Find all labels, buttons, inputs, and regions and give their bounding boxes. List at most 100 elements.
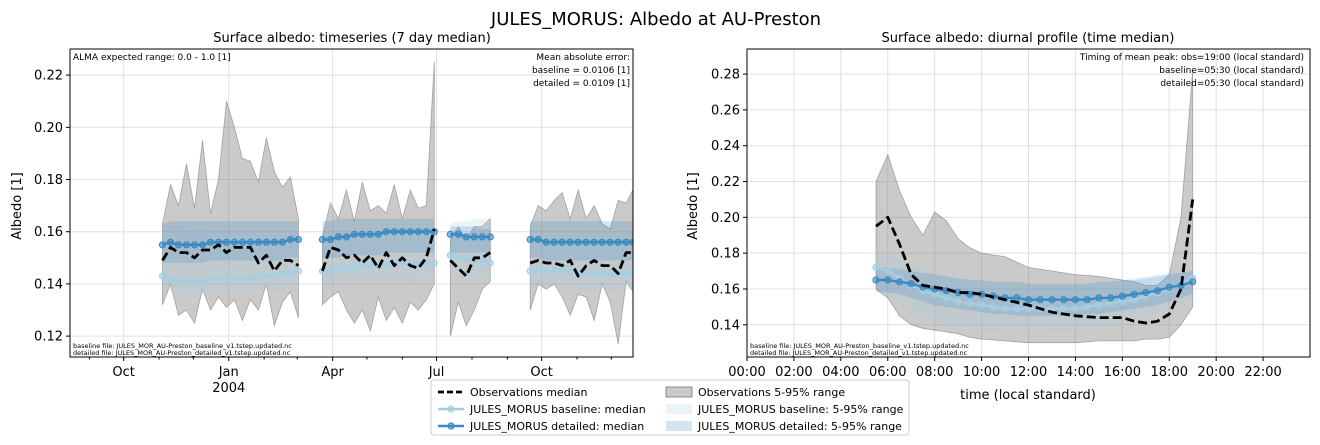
legend-frame xyxy=(430,379,910,436)
ts-baseline-median-0-point-17 xyxy=(294,267,302,275)
ts-series-layer xyxy=(158,62,633,344)
diurnal-peak-detailed: detailed=05:30 (local standard) xyxy=(1160,79,1304,89)
ts-baseline-median-2-point-1 xyxy=(454,254,462,262)
ts-baseline-median-0-point-11 xyxy=(246,275,254,283)
ts-detailed-median-0-point-16 xyxy=(286,235,294,244)
ts-obs-range-3 xyxy=(529,188,633,344)
di-xtick-label-4: 08:00 xyxy=(916,365,953,380)
legend-label-1: JULES_MORUS baseline: median xyxy=(469,403,646,416)
ts-baseline-median-1-point-6 xyxy=(366,262,374,270)
ts-detailed-median-2-point-4 xyxy=(478,233,486,241)
di-baseline-median-0-point-9 xyxy=(977,301,986,309)
di-baseline-median-0-point-12 xyxy=(1013,305,1021,313)
ts-detailed-median-1-point-4 xyxy=(350,230,358,238)
di-detailed-median-0-point-25 xyxy=(1165,283,1173,291)
di-detailed-median-0-point-21 xyxy=(1118,292,1126,300)
ts-baseline-median-0-point-13 xyxy=(262,272,270,280)
ts-detailed-median-3-point-5 xyxy=(566,238,574,246)
ts-baseline-median-1-point-3 xyxy=(342,264,350,272)
ts-baseline-median-1-point-14 xyxy=(430,259,438,267)
di-detailed-median-0-point-23 xyxy=(1142,288,1150,297)
di-baseline-median-0-point-1 xyxy=(884,267,892,275)
legend-marker-1 xyxy=(447,405,455,413)
ts-obs-median-2 xyxy=(449,251,492,278)
timeseries-baseline-file: baseline file: JULES_MOR_AU-Preston_base… xyxy=(73,342,292,350)
di-detailed-median-0-point-3 xyxy=(907,280,915,288)
ts-baseline-range-1 xyxy=(322,229,435,287)
ts-detailed-median-1-point-11 xyxy=(406,228,414,236)
di-detailed-median-0-point-19 xyxy=(1095,294,1103,302)
di-detailed-median-0-point-20 xyxy=(1106,294,1115,302)
di-xtick-label-6: 12:00 xyxy=(1010,365,1047,380)
ts-baseline-median-0-point-1 xyxy=(166,275,175,283)
ts-obs-range-1 xyxy=(322,62,435,333)
ts-baseline-median-0-point-15 xyxy=(278,269,286,278)
ts-detailed-range-3 xyxy=(530,221,633,261)
ts-baseline-range-3 xyxy=(530,236,633,290)
ts-obs-median-0 xyxy=(161,243,300,273)
diurnal-ylabel: Albedo [1] xyxy=(686,172,701,240)
di-detailed-median-0-point-16 xyxy=(1060,296,1068,304)
ts-detailed-median-1-point-9 xyxy=(390,228,398,236)
ts-baseline-median-0-point-0 xyxy=(158,272,167,280)
ts-detailed-range-1 xyxy=(322,218,435,258)
ts-baseline-median-0-point-16 xyxy=(286,269,294,278)
ts-detailed-median-2-point-2 xyxy=(462,233,470,241)
timeseries-plot-area xyxy=(158,62,633,344)
di-xtick-label-3: 06:00 xyxy=(869,365,906,380)
ts-detailed-median-3-point-9 xyxy=(598,238,606,246)
ts-baseline-median-2-point-0 xyxy=(446,251,454,259)
di-detailed-median-0-point-14 xyxy=(1036,296,1044,304)
legend-label-0: Observations median xyxy=(470,386,587,399)
ts-baseline-median-0-point-8 xyxy=(222,275,231,283)
di-ytick-label-5: 0.24 xyxy=(711,139,740,154)
di-baseline-median-0-point-8 xyxy=(966,299,974,307)
di-xtick-label-0: 00:00 xyxy=(728,365,765,380)
legend-label-4: JULES_MORUS baseline: 5-95% range xyxy=(697,403,904,416)
ts-detailed-median-1-point-7 xyxy=(374,230,382,238)
di-xtick-label-8: 16:00 xyxy=(1104,365,1141,380)
di-ytick-label-0: 0.14 xyxy=(711,318,740,333)
ts-detailed-median-1-point-10 xyxy=(398,228,406,236)
di-baseline-median-0 xyxy=(875,266,1194,310)
di-detailed-median-0-point-24 xyxy=(1153,287,1162,295)
ts-detailed-median-0-point-13 xyxy=(262,238,270,246)
di-ytick-label-2: 0.18 xyxy=(711,247,740,262)
ts-detailed-median-3-point-10 xyxy=(606,238,614,246)
ts-detailed-median-1-point-6 xyxy=(366,230,374,238)
ts-detailed-median-1-point-2 xyxy=(334,233,342,241)
ts-detailed-median-0-point-11 xyxy=(246,238,254,246)
legend-label-5: JULES_MORUS detailed: 5-95% range xyxy=(697,420,902,433)
timeseries-panel: Surface albedo: timeseries (7 day median… xyxy=(10,31,634,396)
di-obs-range-0 xyxy=(875,70,1194,344)
ts-ytick-label-2: 0.16 xyxy=(34,225,63,240)
ts-baseline-median-3-point-12 xyxy=(622,269,630,278)
di-xtick-label-10: 20:00 xyxy=(1197,365,1234,380)
diurnal-title: Surface albedo: diurnal profile (time me… xyxy=(882,31,1175,46)
timeseries-mae-detailed: detailed = 0.0109 [1] xyxy=(533,79,630,89)
di-detailed-median-0-point-2 xyxy=(895,278,904,286)
ts-detailed-median-0-point-14 xyxy=(270,238,278,246)
ts-baseline-median-3-point-0 xyxy=(526,267,534,275)
legend-swatch-3 xyxy=(665,386,693,398)
ts-detailed-median-3-point-12 xyxy=(622,238,630,246)
di-ytick-label-4: 0.22 xyxy=(711,175,740,190)
ts-xtick-label-2: Apr xyxy=(321,365,344,380)
ts-detailed-median-0-point-8 xyxy=(222,238,231,246)
figure-suptitle: JULES_MORUS: Albedo at AU-Preston xyxy=(490,9,821,30)
ts-ytick-label-1: 0.14 xyxy=(34,277,63,292)
diurnal-peak-obs: Timing of mean peak: obs=19:00 (local st… xyxy=(1079,53,1304,63)
ts-baseline-median-3-point-4 xyxy=(558,267,566,275)
ts-detailed-median-0-point-3 xyxy=(182,241,191,249)
ts-xtick-label-4: Oct xyxy=(530,365,552,380)
legend-label-3: Observations 5-95% range xyxy=(698,386,845,399)
ts-baseline-median-0-point-5 xyxy=(198,277,207,285)
di-xtick-label-1: 02:00 xyxy=(775,365,812,380)
di-baseline-median-0-point-7 xyxy=(954,297,962,306)
ts-ytick-label-0: 0.12 xyxy=(34,330,63,345)
ts-baseline-median-0-point-10 xyxy=(238,275,246,283)
ts-baseline-median-3-point-9 xyxy=(598,269,606,278)
timeseries-mae-heading: Mean absolute error: xyxy=(536,53,630,63)
ts-baseline-median-3-point-13 xyxy=(629,269,633,278)
